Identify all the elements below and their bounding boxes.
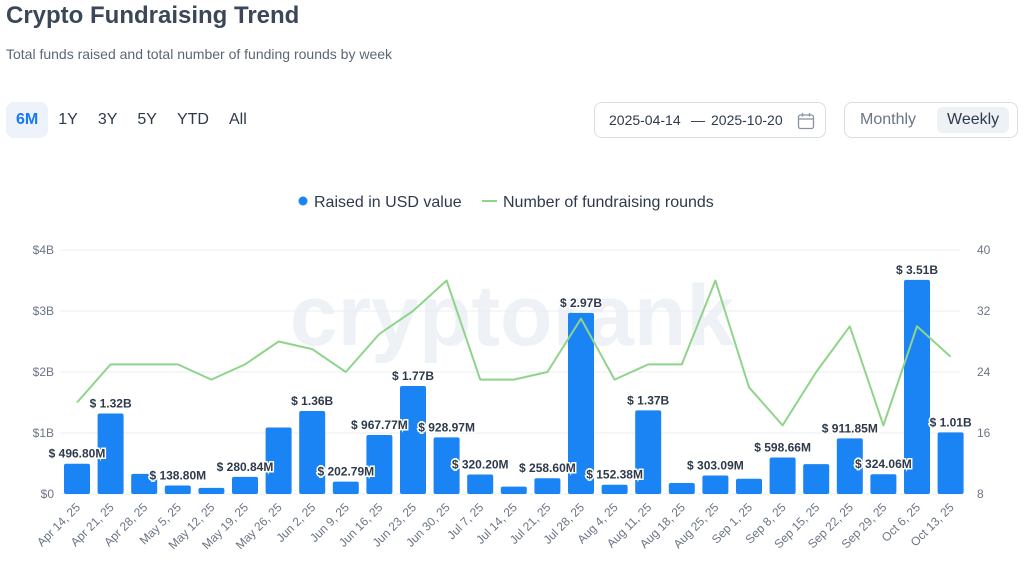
- fundraising-chart: Raised in USD value Number of fundraising…: [33, 194, 991, 552]
- bar-value-label: $ 911.85M: [822, 421, 878, 435]
- bar: [870, 474, 897, 494]
- bar-value-label: $ 2.97B: [560, 296, 602, 310]
- bar-value-label: $ 320.20M: [452, 457, 509, 471]
- bar-value-label: $ 202.79M: [317, 465, 374, 479]
- bar-value-label: $ 303.09M: [687, 459, 744, 473]
- bar-value-label: $ 3.51B: [896, 263, 938, 277]
- bar: [265, 427, 292, 494]
- bar: [164, 485, 191, 494]
- bar-value-label: $ 138.80M: [149, 469, 206, 483]
- date-end[interactable]: 2025-10-20: [711, 112, 783, 128]
- bar: [836, 438, 863, 494]
- page-subtitle: Total funds raised and total number of f…: [6, 46, 393, 62]
- bar: [668, 483, 695, 494]
- date-separator: —: [691, 112, 705, 128]
- bar-value-label: $ 280.84M: [217, 460, 274, 474]
- bar: [467, 474, 494, 494]
- bar: [433, 437, 460, 494]
- bar-value-label: $ 598.66M: [754, 440, 811, 454]
- bar: [568, 312, 594, 494]
- period-toggle: Monthly Weekly: [844, 102, 1018, 138]
- left-axis-tick: $1B: [33, 426, 54, 440]
- left-axis-tick: $4B: [33, 243, 54, 257]
- bar-value-label: $ 152.38M: [586, 468, 643, 482]
- bar-value-label: $ 1.37B: [627, 393, 669, 407]
- tab-all[interactable]: All: [228, 111, 247, 128]
- bar-value-label: $ 1.77B: [392, 369, 434, 383]
- bar: [500, 486, 527, 494]
- right-axis-tick: 24: [977, 365, 991, 379]
- date-start[interactable]: 2025-04-14: [609, 112, 681, 128]
- bar-value-label: $ 1.01B: [930, 415, 972, 429]
- tab-3y[interactable]: 3Y: [97, 111, 118, 128]
- bar-value-label: $ 1.36B: [291, 394, 333, 408]
- legend-line-label: Number of fundraising rounds: [503, 194, 714, 211]
- tab-1y[interactable]: 1Y: [58, 111, 78, 128]
- bar: [232, 476, 258, 494]
- weekly-button[interactable]: Weekly: [937, 107, 1010, 133]
- bar-value-label: $ 1.32B: [90, 396, 132, 410]
- monthly-button[interactable]: Monthly: [860, 111, 917, 128]
- right-axis-tick: 16: [977, 426, 991, 440]
- bar: [601, 484, 628, 494]
- range-tabs: 6M 1Y 3Y 5Y YTD All: [6, 102, 257, 138]
- calendar-icon[interactable]: [797, 112, 815, 133]
- bar: [64, 463, 90, 494]
- bar: [131, 473, 158, 494]
- watermark: cryptorank: [290, 268, 735, 364]
- bar: [534, 478, 561, 494]
- bar: [97, 413, 124, 494]
- left-axis-tick: $2B: [33, 365, 54, 379]
- right-axis-tick: 8: [977, 487, 984, 501]
- bar-value-label: $ 967.77M: [351, 418, 408, 432]
- legend-bar-label: Raised in USD value: [314, 194, 462, 211]
- date-range-picker[interactable]: 2025-04-14 — 2025-10-20: [594, 102, 826, 138]
- bar: [299, 411, 326, 494]
- bar-value-label: $ 928.97M: [418, 420, 475, 434]
- left-axis-tick: $3B: [33, 304, 54, 318]
- bar: [198, 487, 225, 494]
- bar-value-label: $ 324.06M: [855, 457, 912, 471]
- left-axis-tick: $0: [41, 487, 55, 501]
- right-axis-tick: 40: [977, 243, 991, 257]
- page-title: Crypto Fundraising Trend: [6, 2, 300, 29]
- bar: [702, 475, 729, 494]
- rounds-line: [76, 279, 952, 427]
- bar: [332, 481, 359, 494]
- bar: [635, 410, 662, 494]
- bar: [366, 434, 393, 494]
- tab-6m[interactable]: 6M: [6, 102, 49, 138]
- legend-bar-swatch: [298, 196, 308, 206]
- tab-ytd[interactable]: YTD: [176, 111, 209, 128]
- bar: [400, 386, 426, 494]
- bar: [769, 457, 796, 494]
- bar-value-label: $ 258.60M: [519, 461, 576, 475]
- bar: [937, 432, 964, 494]
- bar-value-label: $ 496.80M: [49, 447, 106, 461]
- bar: [736, 478, 762, 494]
- bar: [803, 464, 830, 494]
- tab-5y[interactable]: 5Y: [137, 111, 157, 128]
- right-axis-tick: 32: [977, 304, 991, 318]
